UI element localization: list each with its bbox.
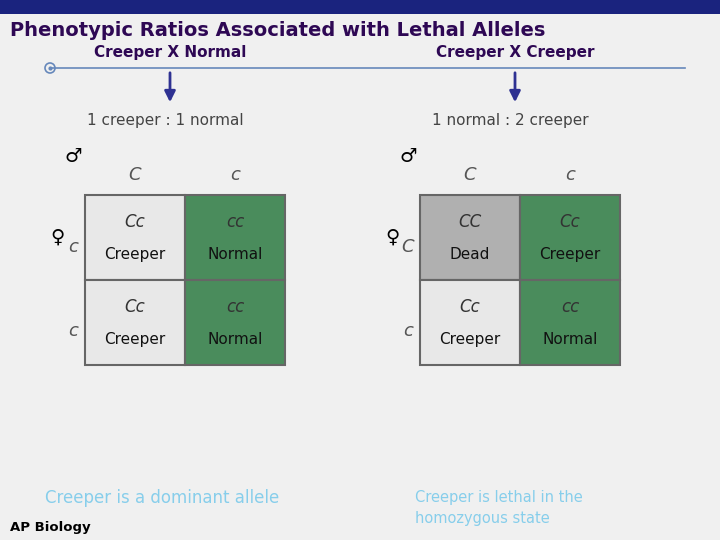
Bar <box>185 280 285 365</box>
Text: c: c <box>68 322 78 341</box>
Bar <box>520 195 620 280</box>
Text: ♂: ♂ <box>64 147 82 166</box>
Text: ♂: ♂ <box>400 147 417 166</box>
Text: Creeper: Creeper <box>104 332 166 347</box>
Bar <box>420 280 520 365</box>
Bar <box>85 195 185 280</box>
Text: Cc: Cc <box>559 213 580 231</box>
Text: c: c <box>230 166 240 184</box>
Text: ♀: ♀ <box>385 228 399 247</box>
Text: Cc: Cc <box>125 298 145 316</box>
Bar <box>420 195 520 280</box>
Text: 1 creeper : 1 normal: 1 creeper : 1 normal <box>86 112 243 127</box>
Text: Creeper: Creeper <box>104 247 166 262</box>
Text: Creeper X Normal: Creeper X Normal <box>94 44 246 59</box>
Text: Creeper is a dominant allele: Creeper is a dominant allele <box>45 489 279 507</box>
Text: Dead: Dead <box>450 247 490 262</box>
Text: CC: CC <box>459 213 482 231</box>
Bar <box>85 280 185 365</box>
Text: Normal: Normal <box>542 332 598 347</box>
Text: c: c <box>68 238 78 255</box>
Text: C: C <box>129 166 141 184</box>
Text: Creeper: Creeper <box>439 332 500 347</box>
Text: 1 normal : 2 creeper: 1 normal : 2 creeper <box>432 112 588 127</box>
Text: Cc: Cc <box>459 298 480 316</box>
Text: cc: cc <box>226 298 244 316</box>
Text: Cc: Cc <box>125 213 145 231</box>
Text: Creeper X Creeper: Creeper X Creeper <box>436 44 594 59</box>
Text: Normal: Normal <box>207 332 263 347</box>
Text: c: c <box>403 322 413 341</box>
Text: ♀: ♀ <box>50 228 64 247</box>
Text: Normal: Normal <box>207 247 263 262</box>
Bar <box>520 280 620 365</box>
Text: C: C <box>464 166 477 184</box>
Text: cc: cc <box>561 298 579 316</box>
Bar <box>185 195 285 280</box>
Text: AP Biology: AP Biology <box>10 522 91 535</box>
Text: cc: cc <box>226 213 244 231</box>
Text: Creeper: Creeper <box>539 247 600 262</box>
Text: Creeper is lethal in the
homozygous state: Creeper is lethal in the homozygous stat… <box>415 490 582 526</box>
Text: c: c <box>565 166 575 184</box>
Bar <box>0 0 720 14</box>
Text: C: C <box>402 238 414 255</box>
Text: Phenotypic Ratios Associated with Lethal Alleles: Phenotypic Ratios Associated with Lethal… <box>10 21 545 39</box>
